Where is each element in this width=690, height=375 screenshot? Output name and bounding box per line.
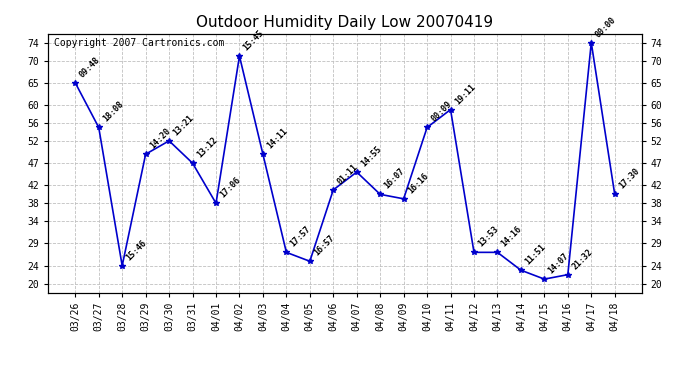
Text: 00:00: 00:00 [593,15,618,39]
Text: 14:20: 14:20 [148,127,172,151]
Text: 14:55: 14:55 [359,144,383,168]
Text: 13:21: 13:21 [171,113,195,137]
Text: 14:07: 14:07 [546,252,571,276]
Text: 19:11: 19:11 [453,82,477,106]
Text: 14:16: 14:16 [500,225,524,249]
Text: 13:53: 13:53 [476,225,500,249]
Text: 15:46: 15:46 [124,238,148,262]
Text: 13:12: 13:12 [195,135,219,159]
Text: Copyright 2007 Cartronics.com: Copyright 2007 Cartronics.com [55,38,225,48]
Title: Outdoor Humidity Daily Low 20070419: Outdoor Humidity Daily Low 20070419 [197,15,493,30]
Text: 17:30: 17:30 [617,167,641,191]
Text: 00:09: 00:09 [429,100,453,124]
Text: 14:11: 14:11 [265,127,289,151]
Text: 11:51: 11:51 [523,243,547,267]
Text: 16:16: 16:16 [406,171,430,195]
Text: 16:57: 16:57 [312,234,336,258]
Text: 21:32: 21:32 [570,247,594,271]
Text: 17:57: 17:57 [288,225,313,249]
Text: 01:11: 01:11 [335,162,359,186]
Text: 09:48: 09:48 [77,55,101,79]
Text: 18:08: 18:08 [101,100,125,124]
Text: 17:06: 17:06 [218,176,242,200]
Text: 16:07: 16:07 [382,167,406,191]
Text: 15:45: 15:45 [241,28,266,53]
